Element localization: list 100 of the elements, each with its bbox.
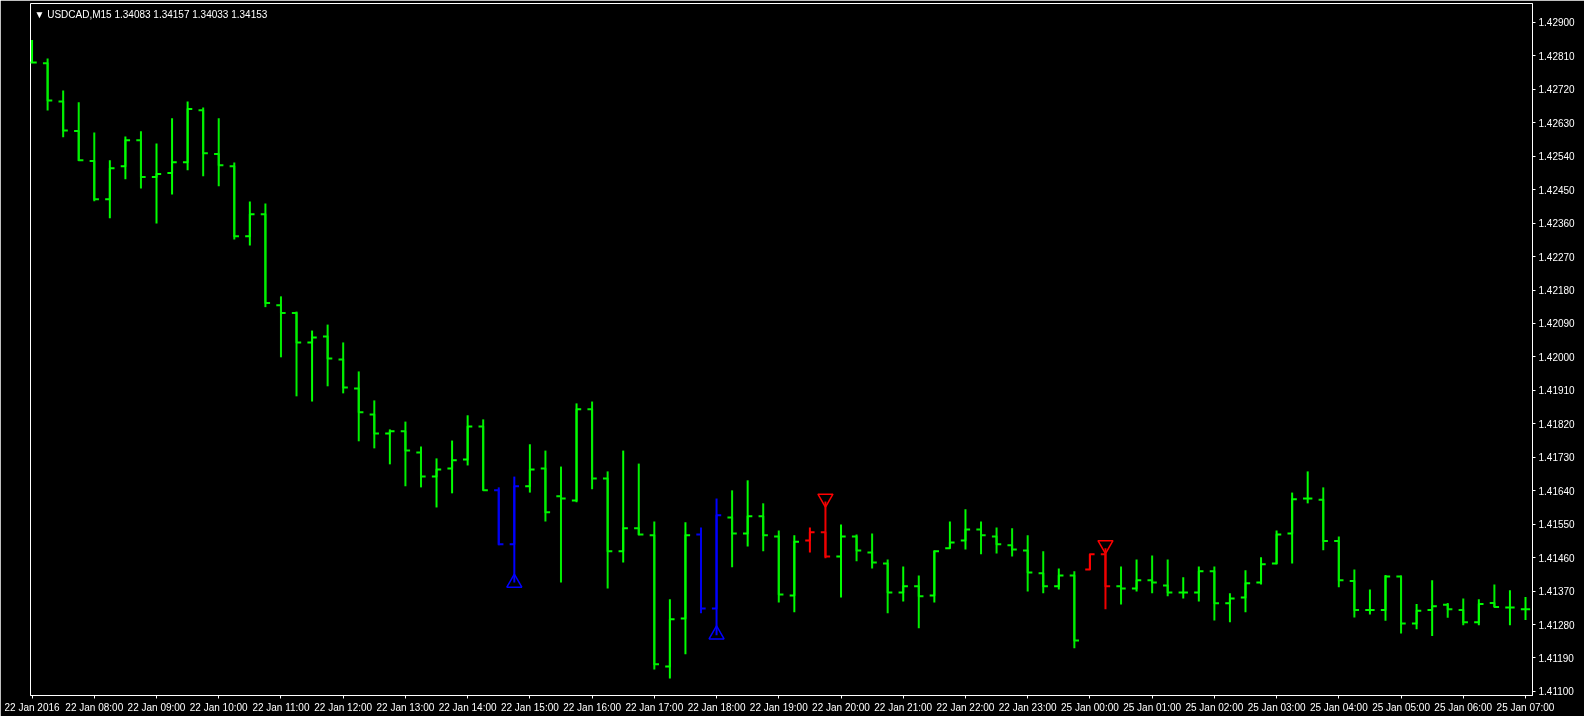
- x-tick-label: 22 Jan 14:00: [438, 701, 497, 713]
- candlestick: [119, 135, 132, 181]
- x-tick-label: 22 Jan 22:00: [936, 701, 995, 713]
- candlestick: [384, 428, 396, 466]
- candlestick: [197, 106, 209, 178]
- y-tick-label: 1.42090: [1538, 318, 1576, 330]
- candlestick: [337, 341, 349, 395]
- y-tick-label: 1.41730: [1538, 452, 1576, 464]
- candlestick: [1395, 574, 1407, 635]
- candlestick: [1053, 567, 1065, 591]
- candlestick: [1115, 565, 1127, 606]
- candlestick: [664, 598, 676, 680]
- candlestick: [555, 465, 567, 584]
- candlestick: [1239, 569, 1252, 614]
- candlestick: [477, 418, 489, 492]
- candlestick: [1519, 596, 1532, 622]
- candlestick: [181, 100, 194, 172]
- y-tick-label: 1.42450: [1538, 184, 1576, 196]
- candlestick: [1193, 565, 1205, 603]
- candlestick: [1473, 598, 1485, 627]
- candlestick: [1379, 574, 1392, 622]
- candlestick: [244, 200, 256, 247]
- y-tick-label: 1.42270: [1538, 251, 1576, 263]
- candlestick: [1410, 603, 1423, 631]
- candlestick: [135, 130, 147, 190]
- candlestick: [259, 202, 272, 309]
- x-tick-label: 25 Jan 03:00: [1247, 701, 1306, 713]
- candlestick: [975, 520, 987, 556]
- candlestick: [586, 400, 598, 491]
- candlestick: [866, 532, 878, 570]
- x-tick-label: 22 Jan 21:00: [874, 701, 933, 713]
- candlestick: [368, 399, 380, 450]
- candlestick: [1270, 529, 1283, 566]
- candlestick: [773, 529, 785, 604]
- x-tick-label: 22 Jan 13:00: [376, 701, 435, 713]
- candlestick: [1302, 470, 1314, 505]
- y-tick-label: 1.41280: [1538, 619, 1576, 631]
- candlestick: [959, 508, 972, 551]
- x-tick-label: 22 Jan 12:00: [314, 701, 373, 713]
- candlestick: [524, 443, 536, 494]
- y-tick-label: 1.42360: [1538, 218, 1576, 230]
- candlestick: [1177, 576, 1189, 600]
- candlestick: [430, 457, 443, 509]
- y-tick-label: 1.42000: [1538, 351, 1576, 363]
- candlestick: [1022, 534, 1034, 593]
- candlestick: [633, 462, 645, 537]
- candlestick: [1224, 592, 1236, 624]
- candlestick: [726, 489, 738, 569]
- candlestick: [508, 475, 520, 584]
- candlestick: [1488, 583, 1501, 609]
- candlestick: [228, 161, 240, 241]
- candlestick: [1006, 527, 1018, 558]
- y-tick-label: 1.42180: [1538, 285, 1576, 297]
- candlestick: [1426, 579, 1438, 638]
- candlestick: [306, 329, 318, 403]
- candlestick: [990, 526, 1003, 555]
- candlestick: [679, 521, 692, 656]
- candlestick: [1130, 558, 1143, 593]
- x-tick-label: 22 Jan 08:00: [65, 701, 124, 713]
- candlestick: [710, 497, 723, 637]
- candlestick: [41, 57, 54, 112]
- candlestick: [1255, 556, 1267, 586]
- text: ▼ USDCAD,M15 1.34083 1.34157 1.34033 1.34153: [34, 8, 268, 20]
- candlestick: [695, 526, 707, 615]
- candlestick: [648, 520, 660, 671]
- x-tick-label: 22 Jan 2016: [4, 701, 61, 713]
- candlestick: [539, 449, 552, 523]
- x-tick-label: 25 Jan 04:00: [1309, 701, 1369, 713]
- candlestick: [1504, 589, 1516, 627]
- candlestick: [275, 295, 287, 359]
- x-tick-label: 25 Jan 02:00: [1185, 701, 1244, 713]
- y-tick-label: 1.41550: [1538, 519, 1576, 531]
- y-tick-label: 1.41910: [1538, 385, 1576, 397]
- candlestick: [399, 420, 412, 488]
- candlestick: [804, 526, 816, 554]
- x-tick-label: 22 Jan 18:00: [687, 701, 746, 713]
- candlestick: [835, 523, 847, 599]
- candlestick: [1348, 568, 1361, 619]
- candlestick: [1037, 550, 1049, 595]
- y-tick-label: 1.42720: [1538, 84, 1576, 96]
- y-tick-label: 1.41370: [1538, 586, 1576, 598]
- y-tick-label: 1.42630: [1538, 117, 1576, 129]
- x-tick-label: 22 Jan 17:00: [625, 701, 684, 713]
- candlestick: [742, 479, 754, 548]
- candlestick: [850, 533, 863, 563]
- candlestick: [166, 117, 178, 196]
- candlestick: [913, 574, 925, 630]
- candlestick: [150, 142, 163, 225]
- candlestick: [1317, 486, 1329, 552]
- x-tick-label: 22 Jan 19:00: [749, 701, 809, 713]
- candlestick: [213, 117, 225, 188]
- candlestick: [1162, 558, 1174, 598]
- candlestick: [290, 310, 303, 398]
- candlestick: [1457, 597, 1469, 627]
- candlestick: [353, 370, 365, 443]
- x-tick-label: 25 Jan 00:00: [1061, 701, 1120, 713]
- x-tick-label: 22 Jan 09:00: [127, 701, 186, 713]
- candlestick: [321, 323, 334, 388]
- x-tick-label: 25 Jan 05:00: [1372, 701, 1431, 713]
- y-tick-label: 1.42900: [1538, 17, 1576, 29]
